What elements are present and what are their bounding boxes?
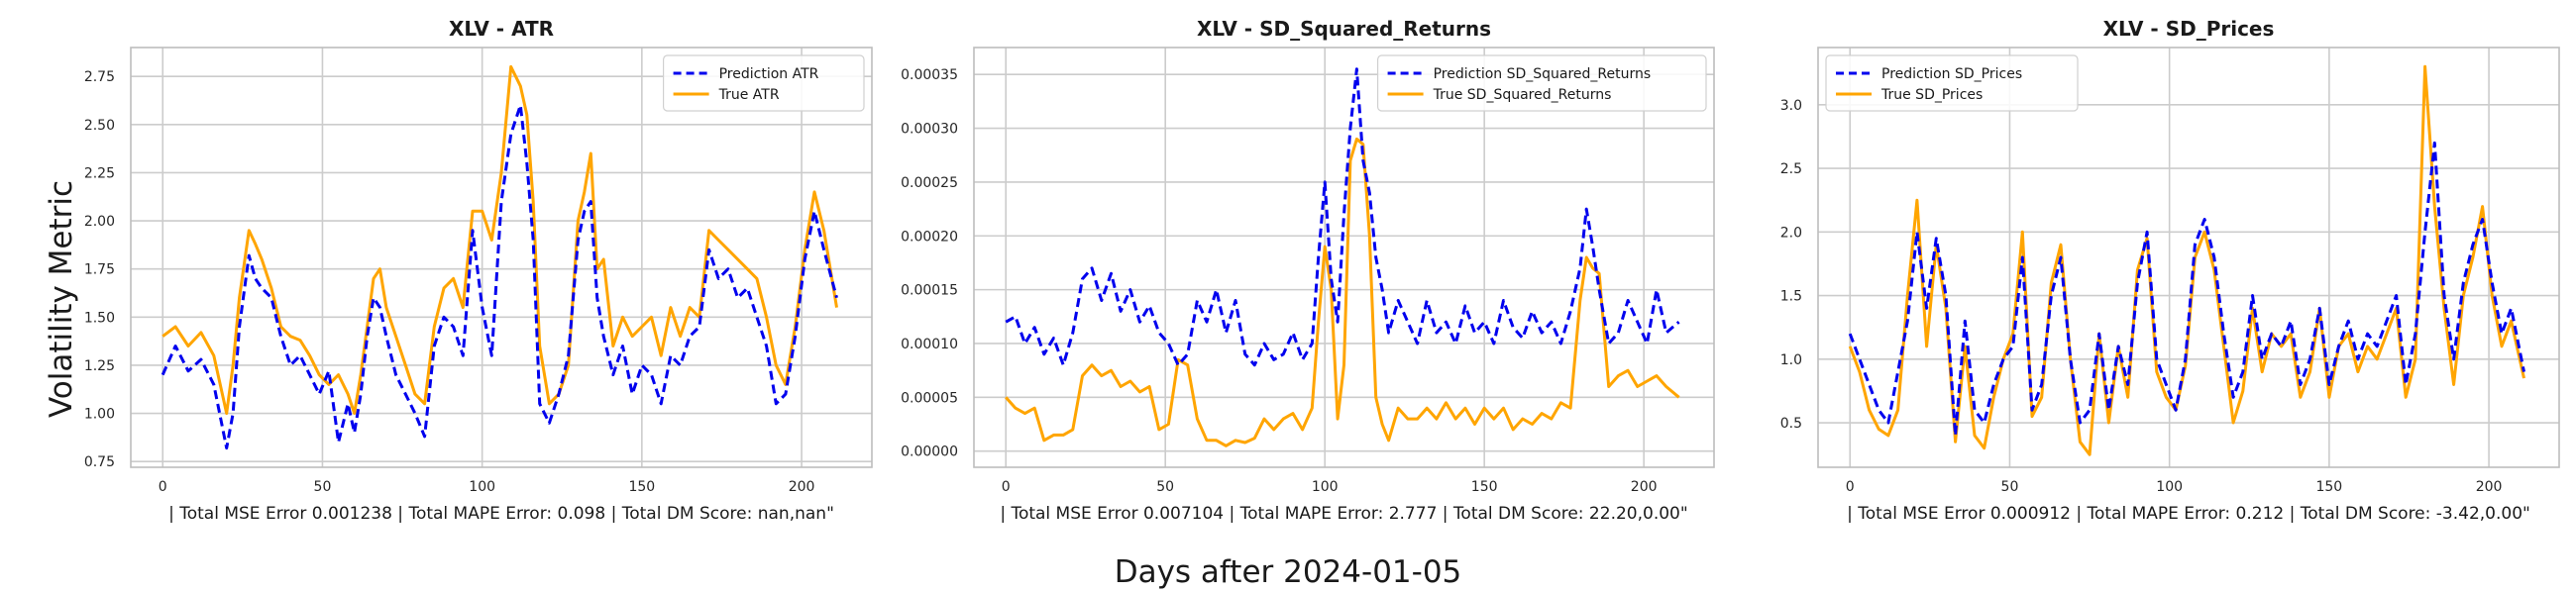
legend: Prediction SD_Squared_Returns True SD_Squ… xyxy=(1376,54,1707,112)
subplot-2: 0 50 100 150 200 0.00000 0.00005 0.00010 0.00015… xyxy=(901,17,1715,524)
plot-frame xyxy=(130,47,873,468)
x-tick-label: 150 xyxy=(1471,479,1498,495)
y-tick-label: 2.50 xyxy=(84,118,115,134)
x-tick-label: 0 xyxy=(1846,479,1855,495)
subplots: 0 50 100 150 2000.751.001.251.501.752.002.25… xyxy=(84,17,2560,524)
subplot-x-label: | Total MSE Error 0.001238 | Total MAPE … xyxy=(168,504,834,524)
legend-label: Prediction SD_Squared_Returns xyxy=(1434,66,1652,82)
y-tick-label: 1.75 xyxy=(84,262,115,278)
legend-box xyxy=(662,54,865,112)
y-tick-label: 0.00030 xyxy=(901,122,958,138)
y-tick-label: 0.00015 xyxy=(901,283,958,299)
legend: Prediction SD_Prices True SD_Prices xyxy=(1825,54,2079,112)
y-tick-label: 0.00020 xyxy=(901,229,958,245)
prediction-series-line xyxy=(1848,141,2525,438)
y-tick-label: 1.25 xyxy=(84,358,115,374)
x-tick-label: 100 xyxy=(1312,479,1339,495)
true-series-line xyxy=(161,64,838,415)
y-tick-label: 0.00025 xyxy=(901,175,958,191)
figure-x-label: Days after 2024-01-05 xyxy=(1115,554,1462,590)
subplot-3: 0 50 100 150 200 0.5 1.0 1.5 2.0 2.5 3.0 XLV - SD_P… xyxy=(1780,17,2560,524)
x-tick-label: 150 xyxy=(2315,479,2342,495)
x-tick-label: 100 xyxy=(2156,479,2183,495)
subplot-x-label: | Total MSE Error 0.000912 | Total MAPE … xyxy=(1847,504,2530,524)
x-tick-label: 50 xyxy=(2001,479,2019,495)
y-tick-label: 1.00 xyxy=(84,407,115,423)
subplot-title: XLV - SD_Prices xyxy=(2103,17,2275,41)
y-tick-label: 0.00000 xyxy=(901,445,958,460)
y-tick-label: 2.0 xyxy=(1780,225,1802,241)
y-tick-label: 0.00035 xyxy=(901,67,958,83)
subplot-x-label: | Total MSE Error 0.007104 | Total MAPE … xyxy=(1000,504,1687,524)
x-tick-label: 150 xyxy=(628,479,655,495)
y-tick-label: 1.5 xyxy=(1780,289,1802,305)
subplot-title: XLV - SD_Squared_Returns xyxy=(1197,17,1491,41)
y-tick-label: 0.5 xyxy=(1780,416,1802,432)
legend-label: Prediction SD_Prices xyxy=(1881,66,2022,82)
x-tick-label: 100 xyxy=(469,479,495,495)
x-tick-label: 50 xyxy=(1156,479,1174,495)
y-tick-label: 2.00 xyxy=(84,214,115,230)
x-tick-label: 200 xyxy=(1631,479,1658,495)
subplot-title: XLV - ATR xyxy=(449,17,554,41)
x-tick-label: 0 xyxy=(1002,479,1011,495)
x-tick-label: 50 xyxy=(314,479,332,495)
legend: Prediction ATR True ATR xyxy=(662,54,865,112)
true-series-line xyxy=(1005,137,1680,447)
plot-frame xyxy=(1817,47,2560,468)
y-tick-label: 1.0 xyxy=(1780,352,1802,368)
plot-frame xyxy=(973,47,1715,468)
legend-label: True ATR xyxy=(718,87,780,103)
y-tick-label: 0.00005 xyxy=(901,390,958,406)
legend-box xyxy=(1376,54,1707,112)
x-tick-label: 0 xyxy=(159,479,167,495)
prediction-series-line xyxy=(1005,67,1680,367)
legend-box xyxy=(1825,54,2079,112)
legend-label: Prediction ATR xyxy=(719,66,819,82)
legend-label: True SD_Prices xyxy=(1880,87,1983,103)
x-tick-label: 200 xyxy=(2476,479,2503,495)
x-tick-label: 200 xyxy=(789,479,815,495)
y-tick-label: 0.00010 xyxy=(901,337,958,352)
y-tick-label: 2.25 xyxy=(84,165,115,181)
y-tick-label: 0.75 xyxy=(84,454,115,470)
figure-y-label: Volatility Metric xyxy=(44,180,79,418)
subplot-1: 0 50 100 150 200 0.75 1.00 1.25 1.50 1.75 2.00 2.25… xyxy=(84,17,873,524)
y-tick-label: 2.75 xyxy=(84,69,115,85)
true-series-line xyxy=(1848,64,2525,456)
y-tick-label: 1.50 xyxy=(84,310,115,326)
prediction-series-line xyxy=(161,103,838,450)
y-tick-label: 3.0 xyxy=(1780,98,1802,114)
legend-label: True SD_Squared_Returns xyxy=(1433,87,1612,103)
y-tick-label: 2.5 xyxy=(1780,161,1802,177)
